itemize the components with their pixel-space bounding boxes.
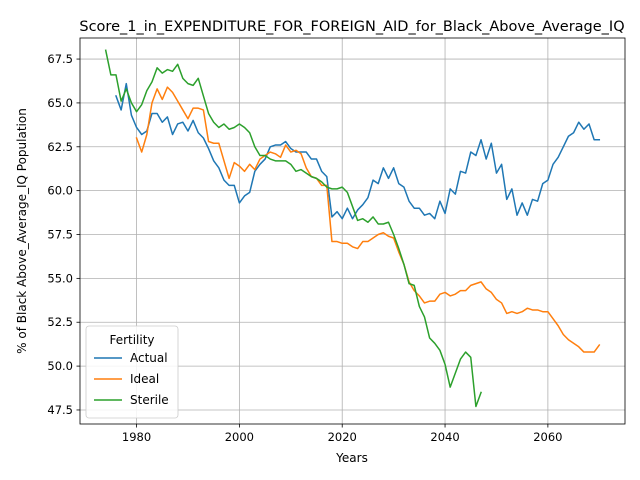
y-tick-label: 57.5 <box>47 228 73 242</box>
series-line-actual <box>115 82 601 220</box>
y-tick-label: 52.5 <box>47 315 73 329</box>
legend-item-ideal: Ideal <box>94 372 159 386</box>
legend-item-sterile: Sterile <box>94 393 169 407</box>
y-tick-label: 62.5 <box>47 140 73 154</box>
y-tick-label: 60.0 <box>47 184 73 198</box>
y-axis-ticks: 47.5 50.0 52.5 55.0 57.5 60.0 62.5 65.0 67.5 <box>47 52 80 417</box>
series-line-ideal <box>135 86 601 353</box>
x-axis-ticks: 1980 2000 2020 2040 2060 <box>122 424 563 444</box>
y-tick-label: 67.5 <box>47 52 73 66</box>
legend-items: Actual Ideal Sterile <box>94 351 169 407</box>
legend-label-sterile: Sterile <box>130 393 169 407</box>
y-tick-label: 50.0 <box>47 359 73 373</box>
x-tick-label: 2020 <box>328 430 357 444</box>
legend-item-actual: Actual <box>94 351 168 365</box>
legend-title: Fertility <box>109 333 154 347</box>
series-lines <box>104 49 601 408</box>
y-tick-label: 47.5 <box>47 403 73 417</box>
y-axis-label: % of Black Above_Average_IQ Population <box>15 108 29 354</box>
y-tick-label: 55.0 <box>47 271 73 285</box>
plot-frame <box>79 37 626 425</box>
chart-title: Score_1_in_EXPENDITURE_FOR_FOREIGN_AID_f… <box>79 19 624 35</box>
legend-label-ideal: Ideal <box>130 372 159 386</box>
x-tick-label: 1980 <box>122 430 151 444</box>
legend: Fertility Actual Ideal Sterile <box>85 325 179 419</box>
y-tick-label: 65.0 <box>47 96 73 110</box>
x-tick-label: 2000 <box>225 430 254 444</box>
legend-label-actual: Actual <box>130 351 168 365</box>
x-tick-label: 2060 <box>533 430 562 444</box>
series-line-sterile <box>104 49 483 408</box>
x-tick-label: 2040 <box>430 430 459 444</box>
x-axis-label: Years <box>335 451 368 465</box>
legend-box <box>85 325 179 419</box>
